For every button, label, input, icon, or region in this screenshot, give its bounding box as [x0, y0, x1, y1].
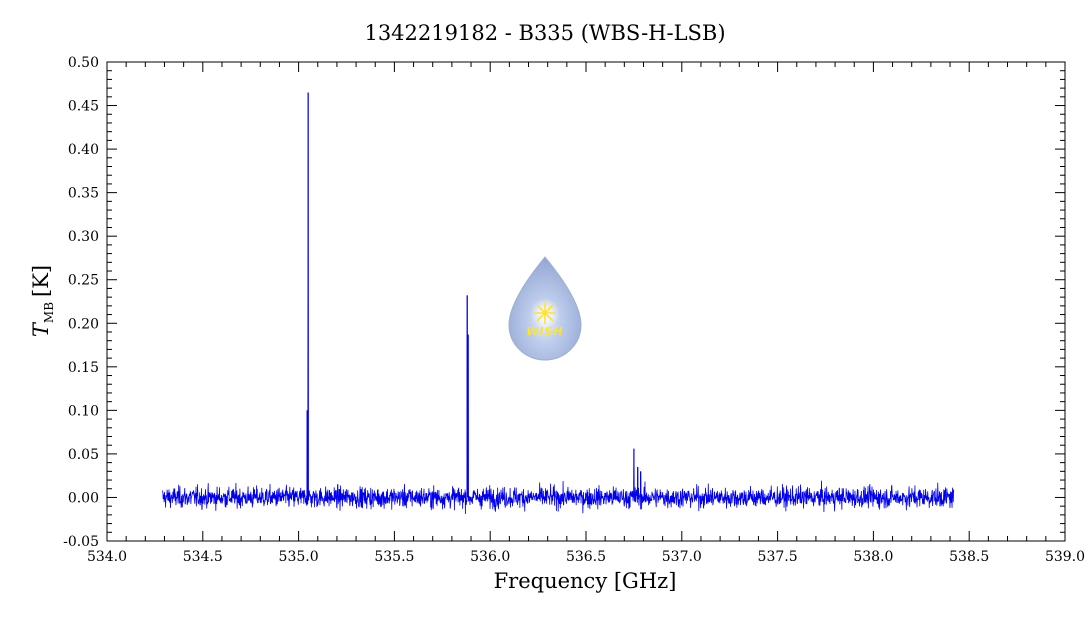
- y-tick-label: 0.00: [68, 490, 99, 506]
- y-tick-label: 0.50: [68, 55, 99, 71]
- svg-text:TMB[K]: TMB [K]: [29, 265, 56, 337]
- y-axis-label: TMB [K]: [29, 265, 56, 337]
- spectrum-series-line: [162, 92, 955, 515]
- y-tick-label: 0.25: [68, 273, 99, 289]
- star-icon: [534, 302, 556, 324]
- y-tick-label: 0.35: [68, 186, 99, 202]
- y-tick-label: 0.20: [68, 316, 99, 332]
- x-tick-label: 535.0: [279, 549, 319, 565]
- wish-logo: WISH: [508, 256, 582, 361]
- x-tick-label: 538.5: [949, 549, 989, 565]
- y-tick-label: 0.10: [68, 403, 99, 419]
- x-tick-label: 536.0: [470, 549, 510, 565]
- y-tick-label: -0.05: [63, 534, 99, 550]
- logo-text: WISH: [526, 325, 563, 338]
- y-axis-unit: [K]: [29, 265, 53, 297]
- plot-area: [162, 92, 955, 515]
- y-tick-label: 0.45: [68, 99, 99, 115]
- chart-title: 1342219182 - B335 (WBS-H-LSB): [364, 21, 725, 45]
- y-tick-label: 0.30: [68, 229, 99, 245]
- plot-frame: [106, 61, 1066, 542]
- x-tick-label: 535.5: [374, 549, 414, 565]
- x-tick-label: 539.0: [1045, 549, 1085, 565]
- y-tick-label: 0.15: [68, 360, 99, 376]
- y-tick-label: 0.40: [68, 142, 99, 158]
- x-tick-label: 536.5: [566, 549, 606, 565]
- x-tick-label: 537.0: [662, 549, 702, 565]
- x-tick-label: 538.0: [853, 549, 893, 565]
- x-tick-label: 534.5: [183, 549, 223, 565]
- x-tick-label: 537.5: [758, 549, 798, 565]
- x-axis-label: Frequency [GHz]: [494, 569, 677, 593]
- y-tick-label: 0.05: [68, 447, 99, 463]
- x-tick-label: 534.0: [87, 549, 127, 565]
- y-axis-subscript: MB: [42, 302, 56, 323]
- y-axis-symbol: T: [29, 321, 53, 337]
